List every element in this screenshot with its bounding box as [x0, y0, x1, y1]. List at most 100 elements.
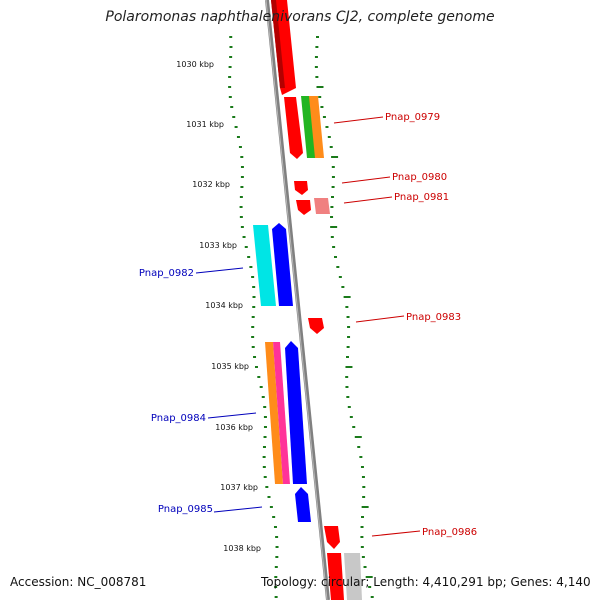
gc-dot [240, 166, 244, 168]
gc-dot [334, 256, 338, 258]
tick-1034: 1034 kbp [205, 301, 243, 310]
gc-dot [263, 406, 267, 408]
gc-dot [275, 546, 279, 548]
leader-pnap-0982 [195, 267, 244, 274]
gene-pnap-0982-blue[interactable] [272, 223, 293, 306]
gene-pnap-0984-orange[interactable] [265, 342, 283, 484]
gc-dot [273, 526, 277, 528]
gene-pnap-0983[interactable] [308, 318, 324, 334]
gc-dot [249, 266, 253, 268]
map-title: Polaromonas naphthalenivorans CJ2, compl… [105, 9, 495, 25]
gc-dot [240, 156, 244, 158]
gene-pnap-0979-red[interactable] [284, 97, 303, 159]
gc-dot [244, 246, 248, 248]
gc-dot [329, 146, 333, 148]
label-pnap-0986[interactable]: Pnap_0986 [422, 527, 477, 538]
gc-dot [263, 416, 267, 418]
gc-dot [251, 326, 255, 328]
label-pnap-0981[interactable]: Pnap_0981 [394, 192, 449, 203]
gc-dot [318, 96, 322, 98]
gene-pnap-0979-green[interactable] [301, 96, 316, 158]
gc-dot [345, 306, 349, 308]
label-pnap-0979[interactable]: Pnap_0979 [385, 112, 440, 123]
gene-pnap-0984-pink[interactable] [273, 342, 290, 484]
gc-dot [269, 506, 273, 508]
gc-dot [234, 126, 238, 128]
gc-dot [259, 386, 263, 388]
label-pnap-0983[interactable]: Pnap_0983 [406, 312, 461, 323]
gc-dot [346, 396, 350, 398]
gc-dot [347, 406, 351, 408]
gc-dot [316, 86, 324, 88]
leader-pnap-0980 [341, 176, 391, 184]
gc-dot [338, 276, 342, 278]
gc-dot [251, 346, 255, 348]
gc-dot [331, 186, 335, 188]
label-pnap-0980[interactable]: Pnap_0980 [392, 172, 447, 183]
gc-dot [275, 536, 279, 538]
gc-dot [346, 316, 350, 318]
gene-bottom-grey[interactable] [344, 553, 362, 600]
gc-dot [240, 176, 244, 178]
gene-pnap-0986[interactable] [324, 526, 340, 549]
genome-summary-text: Topology: circular; Length: 4,410,291 bp… [261, 575, 591, 589]
gc-dot [341, 286, 345, 288]
gc-dot [332, 246, 336, 248]
gene-bottom-red[interactable] [327, 553, 344, 600]
gene-pnap-0981-pink[interactable] [314, 198, 330, 214]
gc-dot [315, 76, 319, 78]
gc-dot [262, 446, 266, 448]
gc-dot [253, 356, 257, 358]
genome-backbone [265, 0, 330, 600]
gc-dot [230, 106, 234, 108]
leader-pnap-0981 [343, 196, 393, 204]
gc-dot [327, 136, 331, 138]
label-pnap-0984[interactable]: Pnap_0984 [151, 413, 206, 424]
gene-pnap-0981-red[interactable] [296, 200, 311, 215]
gc-dot [251, 316, 255, 318]
gc-dot [352, 426, 356, 428]
gene-labels: Pnap_0979 Pnap_0980 Pnap_0981 Pnap_0982 … [139, 112, 477, 538]
gc-dot [262, 466, 266, 468]
leader-pnap-0984 [207, 412, 257, 419]
label-pnap-0982[interactable]: Pnap_0982 [139, 268, 194, 279]
gc-dot [360, 466, 364, 468]
gc-dot [239, 196, 243, 198]
gc-dot [347, 336, 351, 338]
gc-dot [265, 486, 269, 488]
gene-pnap-0980[interactable] [294, 181, 308, 195]
gc-dot [330, 206, 334, 208]
gene-pnap-0985[interactable] [295, 487, 311, 522]
scale-ticks: 1030 kbp 1031 kbp 1032 kbp 1033 kbp 1034… [176, 60, 261, 553]
gc-dot [330, 226, 338, 228]
gc-dot [368, 586, 372, 588]
gc-dot [247, 256, 251, 258]
gc-dot [228, 96, 232, 98]
gene-pnap-0979-orange[interactable] [309, 96, 324, 158]
gc-dot [331, 156, 339, 158]
gc-dot [345, 386, 349, 388]
gc-dot [242, 236, 246, 238]
tick-1032: 1032 kbp [192, 180, 230, 189]
gc-dot [236, 136, 240, 138]
gene-pnap-0982-cyan[interactable] [253, 225, 276, 306]
gc-dot [261, 396, 265, 398]
gc-dot [349, 416, 353, 418]
gc-dot [228, 86, 232, 88]
gc-dot [275, 556, 279, 558]
gc-dot [274, 586, 278, 588]
gc-dot [363, 566, 367, 568]
label-pnap-0985[interactable]: Pnap_0985 [158, 504, 213, 515]
tick-1038: 1038 kbp [223, 544, 261, 553]
label-leaders [195, 116, 421, 537]
tick-1030: 1030 kbp [176, 60, 214, 69]
gc-dot [316, 36, 320, 38]
gc-dot [274, 576, 278, 578]
gc-dot [330, 236, 334, 238]
gc-dot [343, 296, 351, 298]
gc-dot [274, 566, 278, 568]
gc-dot [262, 456, 266, 458]
gc-dot [360, 546, 364, 548]
gene-pnap-0984-blue[interactable] [285, 341, 307, 484]
gc-dot [361, 476, 365, 478]
